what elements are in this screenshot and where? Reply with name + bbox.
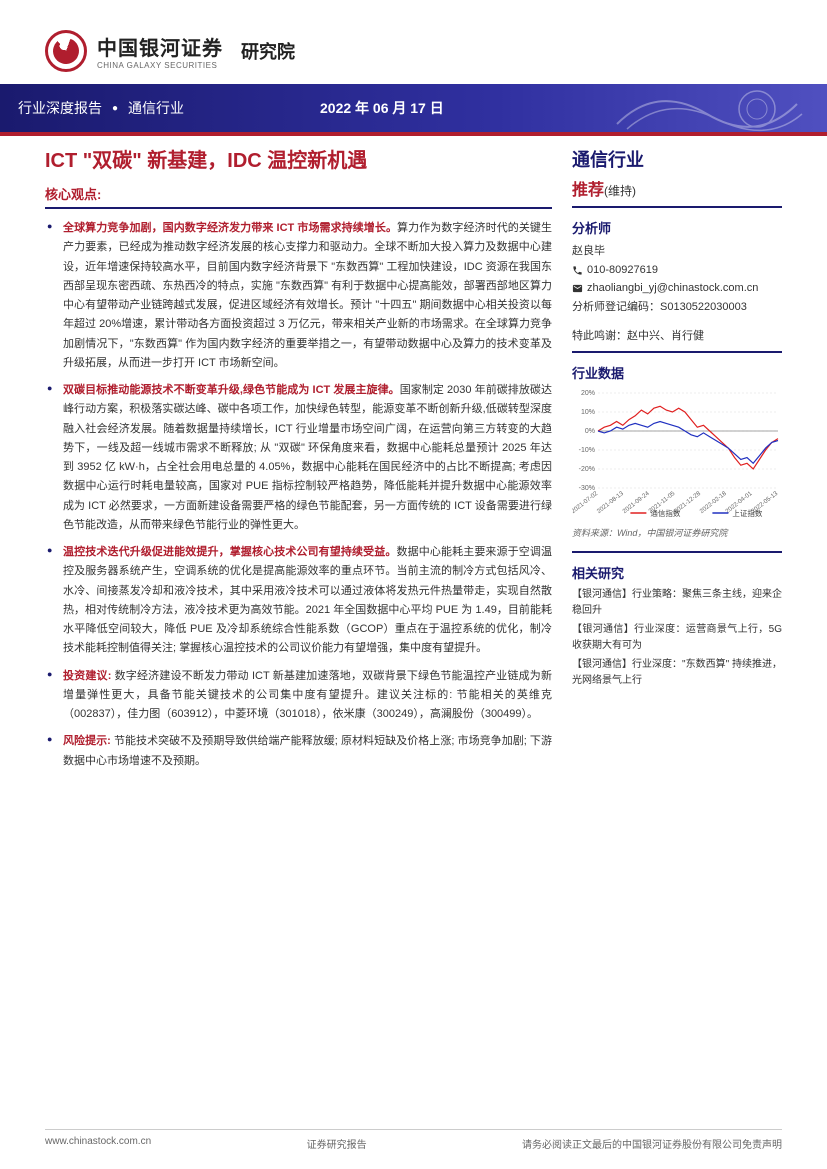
bullet-body: 节能技术突破不及预期导致供给端产能释放缓; 原材料短缺及价格上涨; 市场竞争加剧… <box>63 735 552 766</box>
side-industry: 通信行业 <box>572 146 782 172</box>
banner-separator-icon: ● <box>112 103 118 114</box>
banner-bar: 行业深度报告 ● 通信行业 2022 年 06 月 17 日 <box>0 84 827 132</box>
header-logo-row: 中国银河证券 CHINA GALAXY SECURITIES 研究院 <box>45 30 782 72</box>
side-rating: 推荐(维持) <box>572 176 782 200</box>
red-accent-strip <box>0 132 827 136</box>
bullet-body: 算力作为数字经济时代的关键生产力要素，已经成为推动数字经济发展的核心支撑力和驱动… <box>63 222 552 369</box>
industry-data-label: 行业数据 <box>572 363 782 382</box>
related-research-item: 【银河通信】行业深度：运营商景气上行，5G 收获期大有可为 <box>572 622 782 653</box>
core-bullet-item: 双碳目标推动能源技术不断变革升级,绿色节能成为 ICT 发展主旋律。国家制定 2… <box>45 381 552 535</box>
bullet-body: 数字经济建设不断发力带动 ICT 新基建加速落地，双碳背景下绿色节能温控产业链成… <box>63 670 552 721</box>
side-divider <box>572 206 782 208</box>
analyst-phone: 010-80927619 <box>572 261 782 280</box>
core-bullet-item: 温控技术迭代升级促进能效提升，掌握核心技术公司有望持续受益。数据中心能耗主要来源… <box>45 543 552 659</box>
analyst-email-value: zhaoliangbi_yj@chinastock.com.cn <box>587 279 758 298</box>
related-research-item: 【银河通信】行业深度："东数西算" 持续推进，光网络景气上行 <box>572 657 782 688</box>
svg-text:20%: 20% <box>581 390 595 397</box>
svg-text:-20%: -20% <box>579 466 595 473</box>
core-bullet-item: 投资建议: 数字经济建设不断发力带动 ICT 新基建加速落地，双碳背景下绿色节能… <box>45 667 552 725</box>
company-name-en: CHINA GALAXY SECURITIES <box>97 61 223 70</box>
rating-value: 推荐 <box>572 182 604 199</box>
company-name-cn: 中国银河证券 <box>97 32 223 61</box>
page-footer: www.chinastock.com.cn 证券研究报告 请务必阅读正文最后的中… <box>45 1129 782 1151</box>
bullet-head: 风险提示: <box>63 735 114 747</box>
chart-source: 资料来源：Wind，中国银河证券研究院 <box>572 526 782 539</box>
core-bullet-item: 全球算力竞争加剧，国内数字经济发力带来 ICT 市场需求持续增长。算力作为数字经… <box>45 219 552 373</box>
analyst-section-label: 分析师 <box>572 218 782 237</box>
performance-line-chart: -30%-20%-10%0%10%20%2021-07-022021-08-13… <box>572 387 782 522</box>
email-icon <box>572 283 583 294</box>
side-divider <box>572 351 782 353</box>
banner-industry: 通信行业 <box>128 98 184 118</box>
rating-note: (维持) <box>604 184 636 198</box>
bullet-head: 双碳目标推动能源技术不断变革升级,绿色节能成为 ICT 发展主旋律。 <box>63 384 400 396</box>
related-research-list: 【银河通信】行业策略：聚焦三条主线，迎来企稳回升【银河通信】行业深度：运营商景气… <box>572 587 782 688</box>
bullet-body: 数据中心能耗主要来源于空调温控及服务器系统产生，空调系统的优化是提高能源效率的重… <box>63 546 552 654</box>
report-type: 行业深度报告 <box>18 98 102 118</box>
core-bullet-list: 全球算力竞争加剧，国内数字经济发力带来 ICT 市场需求持续增长。算力作为数字经… <box>45 219 552 771</box>
side-divider <box>572 551 782 553</box>
related-research-item: 【银河通信】行业策略：聚焦三条主线，迎来企稳回升 <box>572 587 782 618</box>
related-research-label: 相关研究 <box>572 563 782 582</box>
footer-disclaimer: 请务必阅读正文最后的中国银河证券股份有限公司免责声明 <box>522 1136 782 1151</box>
department-label: 研究院 <box>241 38 295 64</box>
footer-mid: 证券研究报告 <box>307 1136 367 1151</box>
analyst-name: 赵良毕 <box>572 242 782 261</box>
analyst-phone-value: 010-80927619 <box>587 261 658 280</box>
bullet-head: 全球算力竞争加剧，国内数字经济发力带来 ICT 市场需求持续增长。 <box>63 222 397 234</box>
bullet-head: 温控技术迭代升级促进能效提升，掌握核心技术公司有望持续受益。 <box>63 546 397 558</box>
svg-text:10%: 10% <box>581 409 595 416</box>
company-logo-icon <box>45 30 87 72</box>
analyst-cert: 分析师登记编码：S0130522030003 <box>572 298 782 317</box>
svg-text:0%: 0% <box>585 428 595 435</box>
svg-text:-10%: -10% <box>579 447 595 454</box>
analyst-email: zhaoliangbi_yj@chinastock.com.cn <box>572 279 782 298</box>
analyst-thanks: 特此鸣谢：赵中兴、肖行健 <box>572 327 782 346</box>
core-bullet-item: 风险提示: 节能技术突破不及预期导致供给端产能释放缓; 原材料短缺及价格上涨; … <box>45 732 552 771</box>
core-viewpoint-label: 核心观点: <box>45 184 552 209</box>
phone-icon <box>572 265 583 276</box>
footer-url: www.chinastock.com.cn <box>45 1136 151 1151</box>
svg-text:通信指数: 通信指数 <box>650 508 680 518</box>
banner-decoration-icon <box>607 84 807 132</box>
bullet-head: 投资建议: <box>63 670 115 682</box>
bullet-body: 国家制定 2030 年前碳排放碳达峰行动方案，积极落实碳达峰、碳中各项工作，加快… <box>63 384 552 531</box>
banner-date: 2022 年 06 月 17 日 <box>320 98 444 118</box>
svg-text:上证指数: 上证指数 <box>732 508 762 518</box>
report-title: ICT "双碳" 新基建，IDC 温控新机遇 <box>45 146 552 176</box>
